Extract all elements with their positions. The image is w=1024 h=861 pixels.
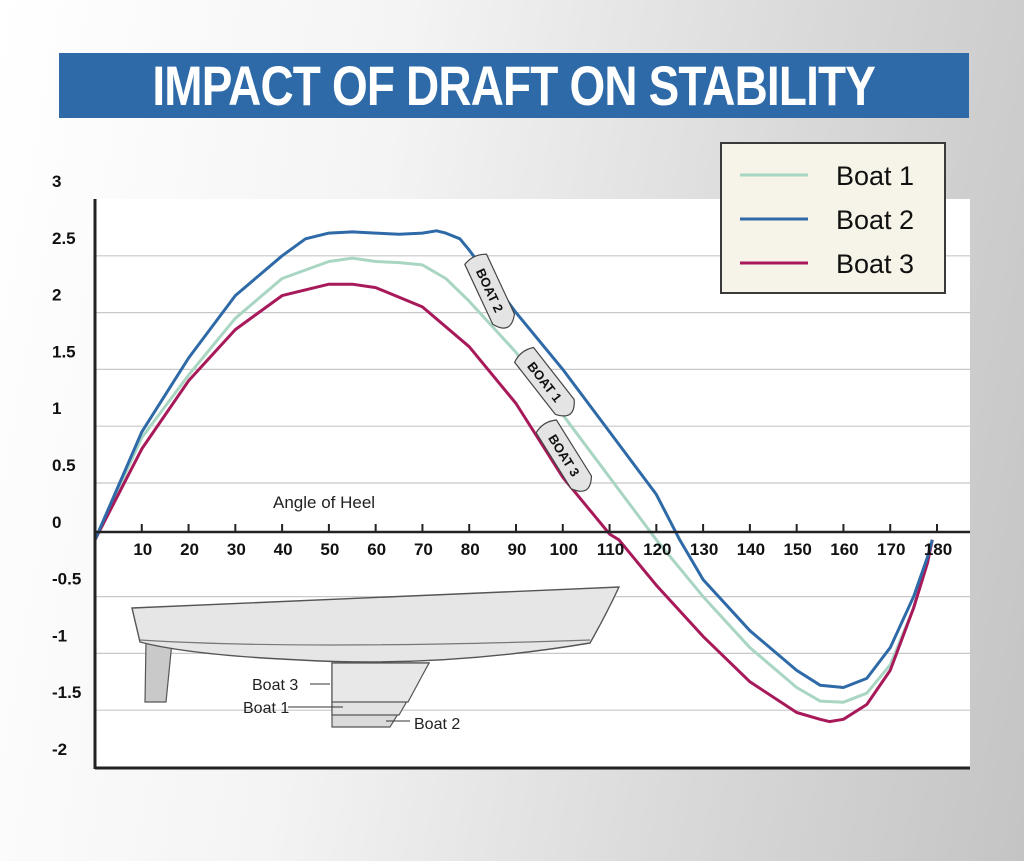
y-tick-label: -1.5 (52, 683, 81, 702)
y-tick-label: 1 (52, 399, 61, 418)
axes (93, 199, 970, 770)
series-line-boat-3 (93, 282, 934, 724)
x-tick-label: 20 (180, 540, 199, 559)
x-tick-label: 130 (690, 540, 718, 559)
x-tick-label: 30 (227, 540, 246, 559)
keel-label-boat-1: Boat 1 (243, 700, 289, 717)
boat-tag-boat-2: BOAT 2 (464, 253, 516, 329)
x-tick-label: 40 (274, 540, 293, 559)
keel-boat-3 (331, 662, 431, 703)
y-tick-label: 2.5 (52, 229, 76, 248)
y-tick-label: -0.5 (52, 570, 81, 589)
legend-label-boat-1: Boat 1 (836, 161, 914, 191)
x-axis-title: Angle of Heel (273, 493, 375, 512)
boat-tag-shape (513, 346, 575, 417)
x-tick-label: 90 (508, 540, 527, 559)
hull-keel-diagram: Boat 3 Boat 1 Boat 2 (131, 586, 621, 733)
x-tick-label: 80 (461, 540, 480, 559)
y-tick-label: 0.5 (52, 456, 76, 475)
x-tick-label: 60 (367, 540, 386, 559)
page-title: IMPACT OF DRAFT ON STABILITY (152, 53, 877, 117)
boat-tag-shape (464, 253, 516, 329)
legend: Boat 1 Boat 2 Boat 3 (720, 142, 946, 294)
legend-label-boat-2: Boat 2 (836, 205, 914, 235)
keel-label-boat-2: Boat 2 (414, 716, 460, 733)
x-tick-label: 170 (877, 540, 905, 559)
x-tick-label: 120 (643, 540, 671, 559)
x-tick-label: 50 (320, 540, 339, 559)
hull-waterline (139, 639, 591, 646)
legend-label-boat-3: Boat 3 (836, 249, 914, 279)
x-tick-label: 180 (924, 540, 952, 559)
x-tick-label: 110 (597, 540, 624, 559)
boat-tag-shape (535, 419, 593, 492)
x-tick-label: 150 (783, 540, 811, 559)
x-tick-label: 10 (133, 540, 152, 559)
y-tick-label: -2 (52, 740, 67, 759)
y-tick-labels: 3 2.5 2 1.5 1 0.5 0 -0.5 -1 -1.5 -2 (52, 172, 81, 759)
x-tick-label: 160 (830, 540, 858, 559)
y-tick-label: 2 (52, 286, 61, 305)
x-tick-label: 140 (737, 540, 765, 559)
keel-label-boat-3: Boat 3 (252, 677, 298, 694)
y-tick-label: 3 (52, 172, 61, 191)
x-tick-label: 70 (414, 540, 433, 559)
y-tick-label: 0 (52, 513, 61, 532)
x-tick-labels: 10 20 30 40 50 60 70 80 90 100 110 120 130 140 150 160 1… (133, 540, 952, 559)
y-tick-label: -1 (52, 626, 67, 645)
y-tick-label: 1.5 (52, 342, 76, 361)
x-tick-label: 100 (550, 540, 578, 559)
title-banner: IMPACT OF DRAFT ON STABILITY (59, 53, 969, 118)
